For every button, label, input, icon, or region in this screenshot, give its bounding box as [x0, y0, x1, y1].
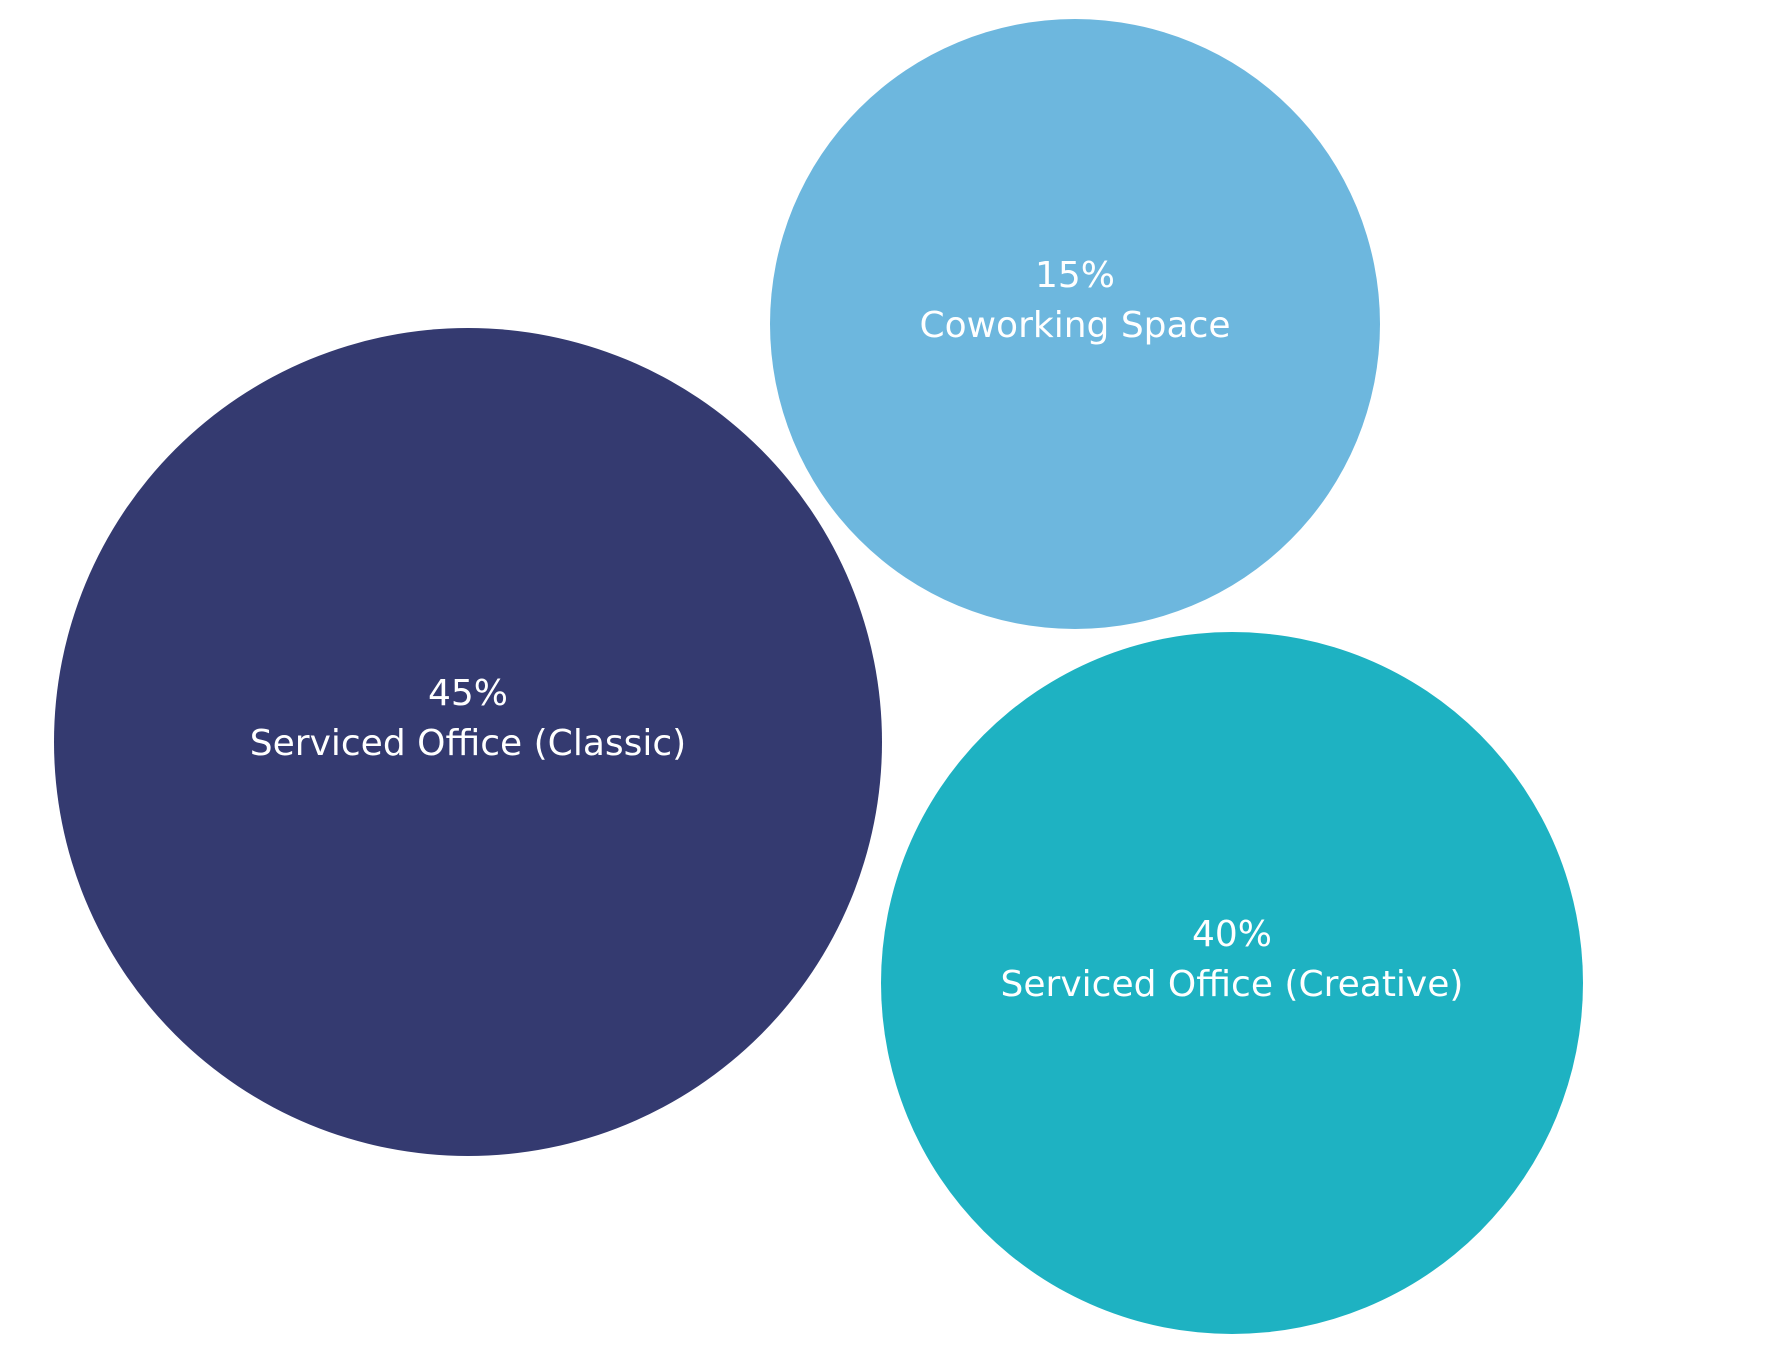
- bubble-value-serviced-office-creative: 40%: [1192, 914, 1272, 955]
- bubble-coworking-space: [770, 19, 1380, 629]
- bubble-serviced-office-creative: [881, 632, 1583, 1334]
- bubble-label-serviced-office-classic: Serviced Office (Classic): [250, 723, 686, 764]
- bubble-value-serviced-office-classic: 45%: [428, 673, 508, 714]
- bubble-value-coworking-space: 15%: [1035, 255, 1115, 296]
- bubble-label-coworking-space: Coworking Space: [919, 305, 1230, 346]
- bubble-group: 45% Serviced Office (Classic) 15% Coworking…: [54, 19, 1583, 1334]
- bubble-serviced-office-classic: [54, 328, 882, 1156]
- bubble-label-serviced-office-creative: Serviced Office (Creative): [1001, 964, 1464, 1005]
